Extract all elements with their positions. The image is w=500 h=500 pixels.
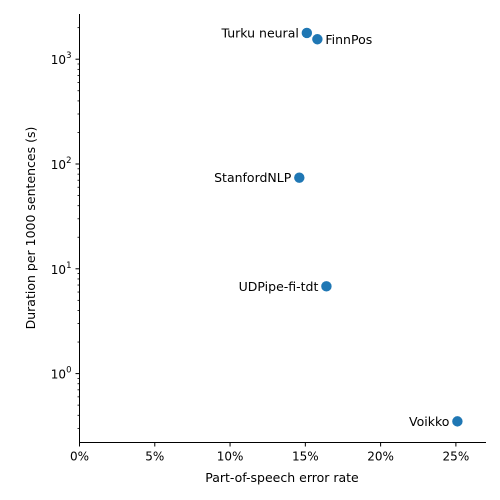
data-label: Turku neural bbox=[220, 25, 298, 40]
y-ticks: 100 101 102 103 bbox=[51, 51, 80, 382]
x-tick-label: 15% bbox=[292, 450, 319, 464]
x-axis-title: Part-of-speech error rate bbox=[205, 470, 359, 485]
x-tick-label: 0% bbox=[70, 450, 89, 464]
data-points bbox=[294, 27, 463, 427]
data-label: Voikko bbox=[409, 414, 449, 429]
data-label: FinnPos bbox=[325, 32, 372, 47]
data-label: UDPipe-fi-tdt bbox=[239, 279, 319, 294]
data-point bbox=[321, 281, 332, 292]
y-tick-label: 100 bbox=[51, 366, 72, 382]
y-minor-ticks bbox=[77, 27, 80, 429]
x-tick-label: 5% bbox=[145, 450, 164, 464]
y-axis-title: Duration per 1000 sentences (s) bbox=[23, 127, 38, 330]
axes bbox=[79, 14, 486, 443]
data-point bbox=[452, 416, 463, 427]
x-tick-label: 10% bbox=[217, 450, 244, 464]
data-point bbox=[312, 34, 323, 45]
x-tick-label: 25% bbox=[443, 450, 470, 464]
y-tick-label: 103 bbox=[51, 51, 72, 67]
x-ticks: 0% 5% 10% 15% 20% 25% bbox=[70, 442, 470, 464]
y-tick-label: 102 bbox=[51, 156, 72, 172]
data-point bbox=[294, 172, 305, 183]
data-labels: Turku neural FinnPos StanfordNLP UDPipe-fi-… bbox=[214, 25, 449, 428]
data-point bbox=[301, 27, 313, 39]
y-tick-label: 101 bbox=[51, 261, 72, 277]
x-tick-label: 20% bbox=[367, 450, 394, 464]
data-label: StanfordNLP bbox=[214, 170, 292, 185]
